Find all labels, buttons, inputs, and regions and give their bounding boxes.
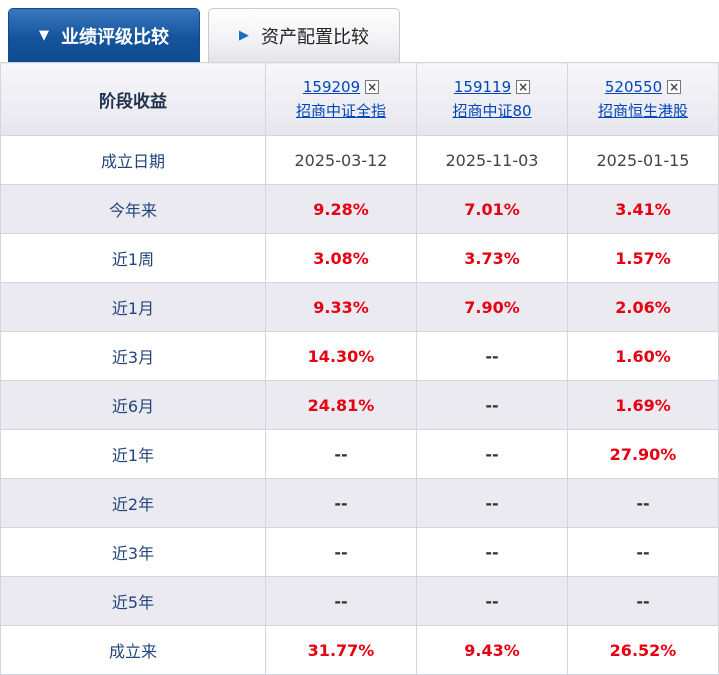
cell-value: -- xyxy=(567,576,719,626)
cell-value: 3.73% xyxy=(416,233,568,283)
cell-value: -- xyxy=(416,429,568,479)
tab-bar: ▼ 业绩评级比较 ▶ 资产配置比较 xyxy=(0,0,719,62)
cell-value: -- xyxy=(416,478,568,528)
row-label: 成立来 xyxy=(0,625,266,675)
cell-value: 7.90% xyxy=(416,282,568,332)
table-body: 成立日期 2025-03-12 2025-11-03 2025-01-15 今年来 … xyxy=(0,135,719,675)
cell-value: 26.52% xyxy=(567,625,719,675)
triangle-down-icon: ▼ xyxy=(39,28,49,43)
row-label: 近6月 xyxy=(0,380,266,430)
table-row: 近1周 3.08% 3.73% 1.57% xyxy=(0,233,719,283)
cell-value: -- xyxy=(265,478,417,528)
fund-column-header: 159209 × 招商中证全指 xyxy=(265,62,417,136)
cell-value: 9.28% xyxy=(265,184,417,234)
fund-name-link[interactable]: 招商中证80 xyxy=(452,102,532,120)
cell-value: -- xyxy=(567,478,719,528)
fund-column-header: 159119 × 招商中证80 xyxy=(416,62,568,136)
fund-code-link[interactable]: 520550 xyxy=(604,77,663,96)
cell-value: 3.41% xyxy=(567,184,719,234)
cell-value: -- xyxy=(416,331,568,381)
table-row: 近1年 -- -- 27.90% xyxy=(0,429,719,479)
table-row: 近2年 -- -- -- xyxy=(0,478,719,528)
cell-value: 24.81% xyxy=(265,380,417,430)
fund-name-link[interactable]: 招商恒生港股 xyxy=(597,102,688,120)
table-row: 近1月 9.33% 7.90% 2.06% xyxy=(0,282,719,332)
row-label: 近3月 xyxy=(0,331,266,381)
cell-value: 31.77% xyxy=(265,625,417,675)
remove-fund-icon[interactable]: × xyxy=(516,79,531,94)
table-row: 近6月 24.81% -- 1.69% xyxy=(0,380,719,430)
cell-value: 2025-03-12 xyxy=(265,135,417,185)
fund-code-link[interactable]: 159119 xyxy=(453,77,512,96)
tab-label: 业绩评级比较 xyxy=(61,26,169,48)
cell-value: -- xyxy=(416,380,568,430)
row-label: 近2年 xyxy=(0,478,266,528)
row-label: 近1月 xyxy=(0,282,266,332)
cell-value: -- xyxy=(265,429,417,479)
table-row: 成立日期 2025-03-12 2025-11-03 2025-01-15 xyxy=(0,135,719,185)
table-row: 今年来 9.28% 7.01% 3.41% xyxy=(0,184,719,234)
cell-value: 7.01% xyxy=(416,184,568,234)
table-row: 近5年 -- -- -- xyxy=(0,576,719,626)
fund-name-link[interactable]: 招商中证全指 xyxy=(295,102,386,120)
cell-value: 1.60% xyxy=(567,331,719,381)
remove-fund-icon[interactable]: × xyxy=(667,79,682,94)
fund-code-link[interactable]: 159209 xyxy=(302,77,361,96)
cell-value: -- xyxy=(416,527,568,577)
tab-performance-rating-comparison[interactable]: ▼ 业绩评级比较 xyxy=(8,8,200,62)
table-row: 近3年 -- -- -- xyxy=(0,527,719,577)
cell-value: -- xyxy=(567,527,719,577)
row-label: 近1年 xyxy=(0,429,266,479)
cell-value: 27.90% xyxy=(567,429,719,479)
cell-value: 9.33% xyxy=(265,282,417,332)
row-label: 近3年 xyxy=(0,527,266,577)
fund-column-header: 520550 × 招商恒生港股 xyxy=(567,62,719,136)
table-row: 近3月 14.30% -- 1.60% xyxy=(0,331,719,381)
row-label: 近1周 xyxy=(0,233,266,283)
cell-value: 1.69% xyxy=(567,380,719,430)
table-row: 成立来 31.77% 9.43% 26.52% xyxy=(0,625,719,675)
table-header-row: 阶段收益 159209 × 招商中证全指 159119 × 招商中证80 520… xyxy=(0,62,719,136)
row-label: 今年来 xyxy=(0,184,266,234)
tab-label: 资产配置比较 xyxy=(261,26,369,48)
remove-fund-icon[interactable]: × xyxy=(365,79,380,94)
cell-value: 1.57% xyxy=(567,233,719,283)
row-label: 成立日期 xyxy=(0,135,266,185)
cell-value: -- xyxy=(265,527,417,577)
tab-asset-allocation-comparison[interactable]: ▶ 资产配置比较 xyxy=(208,8,400,62)
cell-value: 3.08% xyxy=(265,233,417,283)
triangle-right-icon: ▶ xyxy=(239,28,249,43)
cell-value: 2.06% xyxy=(567,282,719,332)
cell-value: -- xyxy=(265,576,417,626)
cell-value: -- xyxy=(416,576,568,626)
cell-value: 14.30% xyxy=(265,331,417,381)
row-label: 近5年 xyxy=(0,576,266,626)
corner-header: 阶段收益 xyxy=(0,62,266,136)
fund-comparison-table: 阶段收益 159209 × 招商中证全指 159119 × 招商中证80 520… xyxy=(0,62,719,675)
cell-value: 2025-11-03 xyxy=(416,135,568,185)
cell-value: 9.43% xyxy=(416,625,568,675)
cell-value: 2025-01-15 xyxy=(567,135,719,185)
